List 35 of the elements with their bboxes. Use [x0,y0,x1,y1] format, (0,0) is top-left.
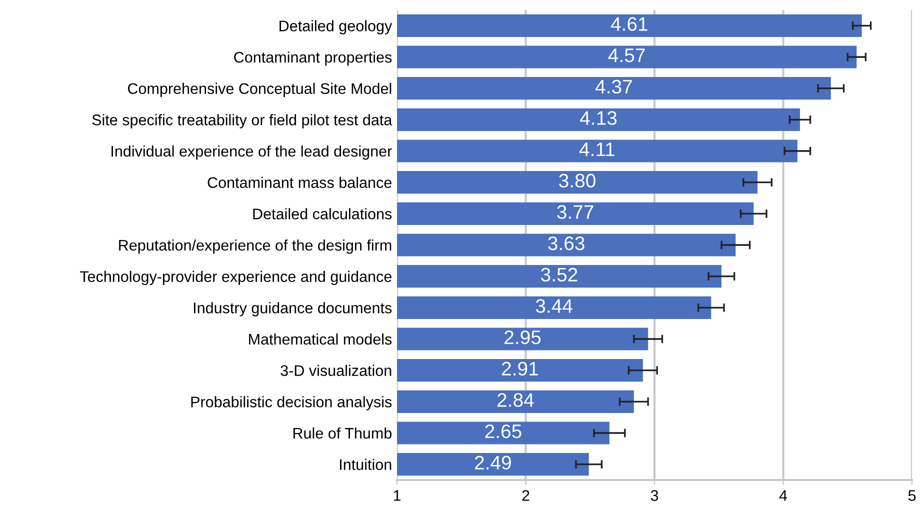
y-tick-label: Contaminant properties [234,51,392,66]
x-tick-label: 1 [394,490,401,501]
y-tick-label: Detailed calculations [253,208,392,220]
data-label: 3.52 [541,268,578,282]
y-tick-label: Contaminant mass balance [208,176,392,188]
y-tick-label: Intuition [340,458,392,470]
y-tick-label: Detailed geology [280,20,392,34]
y-tick-label: Reputation/experience of the design firm [119,239,392,254]
data-label: 4.13 [580,111,617,125]
x-tick-label: 5 [908,490,916,501]
data-label: 4.11 [579,142,614,156]
y-tick-label: Comprehensive Conceptual Site Model [128,82,392,98]
y-tick-label: Mathematical models [249,333,392,345]
data-label: 2.65 [485,424,522,438]
y-tick-label: Industry guidance documents [194,302,392,316]
data-label: 2.91 [502,362,538,376]
y-tick-label: Technology-provider experience and guidance [80,270,392,286]
y-tick-label: 3-D visualization [280,364,392,376]
data-label: 4.57 [608,48,645,62]
data-label: 2.49 [474,456,511,470]
x-tick-label: 2 [522,490,530,501]
data-label: 4.37 [595,80,632,94]
data-label: 2.84 [498,393,534,407]
data-label: 4.61 [610,17,648,31]
y-tick-label: Probabilistic decision analysis [191,396,392,410]
data-label: 2.95 [504,330,541,344]
y-tick-label: Individual experience of the lead designer [112,145,392,160]
data-label: 3.44 [536,299,572,313]
data-label: 3.80 [559,174,596,188]
y-tick-label: Site specific treatability or field pilot test data [92,114,392,128]
x-tick-label: 4 [779,490,788,501]
data-label: 3.77 [557,205,594,219]
x-tick-label: 3 [650,490,658,501]
data-label: 3.63 [548,236,584,250]
y-tick-label: Rule of Thumb [293,427,392,439]
